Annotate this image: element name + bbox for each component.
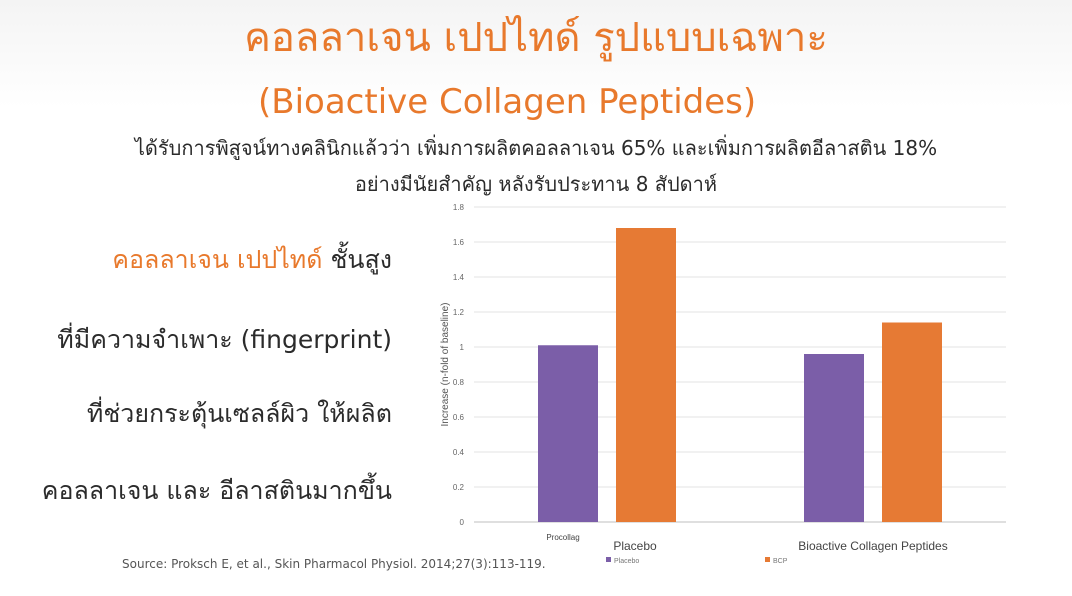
feature-line-2: ที่มีความจำเพาะ (fingerprint) xyxy=(57,325,392,354)
bar-bcp-1 xyxy=(882,322,942,522)
feature-line-3: ที่ช่วยกระตุ้นเซลล์ผิว ให้ผลิต xyxy=(86,399,392,428)
y-tick-label: 1.8 xyxy=(453,203,465,212)
bar-placebo-1 xyxy=(804,354,864,522)
y-tick-label: 0.4 xyxy=(453,448,465,457)
y-tick-label: 0.6 xyxy=(453,413,465,422)
y-tick-label: 1.2 xyxy=(453,308,465,317)
legend-swatch-bcp xyxy=(765,557,770,562)
feature-line-1-rest: ชั้นสูง xyxy=(322,245,392,274)
y-axis-label: Increase (n-fold of baseline) xyxy=(440,303,451,427)
y-tick-label: 0.8 xyxy=(453,378,465,387)
feature-line-1: คอลลาเจน เปปไทด์ ชั้นสูง xyxy=(112,243,392,277)
legend-label-placebo: Placebo xyxy=(614,558,639,565)
y-tick-label: 0.2 xyxy=(453,483,465,492)
claim-line-2: อย่างมีนัยสำคัญ หลังรับประทาน 8 สัปดาห์ xyxy=(354,172,718,196)
y-tick-label: 1.6 xyxy=(453,238,465,247)
slide-title: คอลลาเจน เปปไทด์ รูปแบบเฉพาะ xyxy=(244,15,828,61)
feature-line-4: คอลลาเจน และ อีลาสตินมากขึ้น xyxy=(41,476,392,505)
bar-placebo-0 xyxy=(538,345,598,522)
y-tick-label: 1 xyxy=(460,343,465,352)
y-tick-label: 1.4 xyxy=(453,273,465,282)
source-citation: Source: Proksch E, et al., Skin Pharmaco… xyxy=(122,557,546,571)
category-label-procollag: Procollag xyxy=(546,533,579,542)
category-label-bcp: Bioactive Collagen Peptides xyxy=(798,539,947,553)
claim-line-1: ได้รับการพิสูจน์ทางคลินิกแล้วว่า เพิ่มกา… xyxy=(134,136,938,160)
slide-subtitle: (Bioactive Collagen Peptides) xyxy=(258,82,757,122)
category-label-placebo: Placebo xyxy=(613,539,657,553)
y-tick-label: 0 xyxy=(460,518,465,527)
legend-label-bcp: BCP xyxy=(773,558,788,565)
feature-highlight: คอลลาเจน เปปไทด์ xyxy=(112,245,323,274)
bar-bcp-0 xyxy=(616,228,676,522)
legend-swatch-placebo xyxy=(606,557,611,562)
